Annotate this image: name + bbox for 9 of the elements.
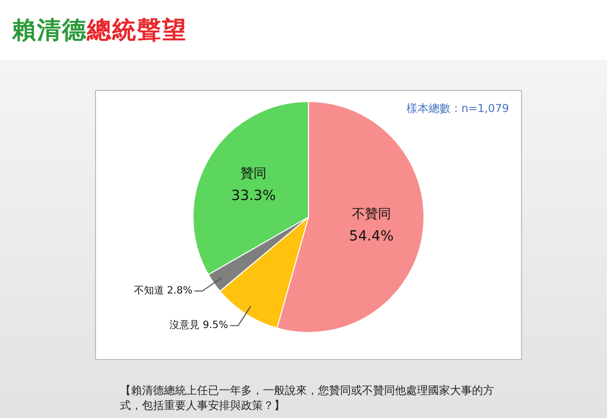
text: 樣本總數：n=1,079 (406, 101, 509, 116)
chart-title: 賴清德總統聲望 (12, 15, 187, 46)
text: 【賴清德總統上任已一年多，一般說來，您贊同或不贊同他處理國家大事的方式，包括重要人事安排與政策？】 (120, 383, 495, 413)
slice-label: 沒意見 9.5% (170, 319, 228, 332)
data-label: 33.3% (231, 188, 276, 204)
slice-label: 不知道 2.8% (134, 284, 192, 297)
data-label: 54.4% (349, 228, 394, 244)
slice-label: 贊同 (240, 166, 267, 182)
slice-label: 不贊同 (352, 207, 391, 222)
